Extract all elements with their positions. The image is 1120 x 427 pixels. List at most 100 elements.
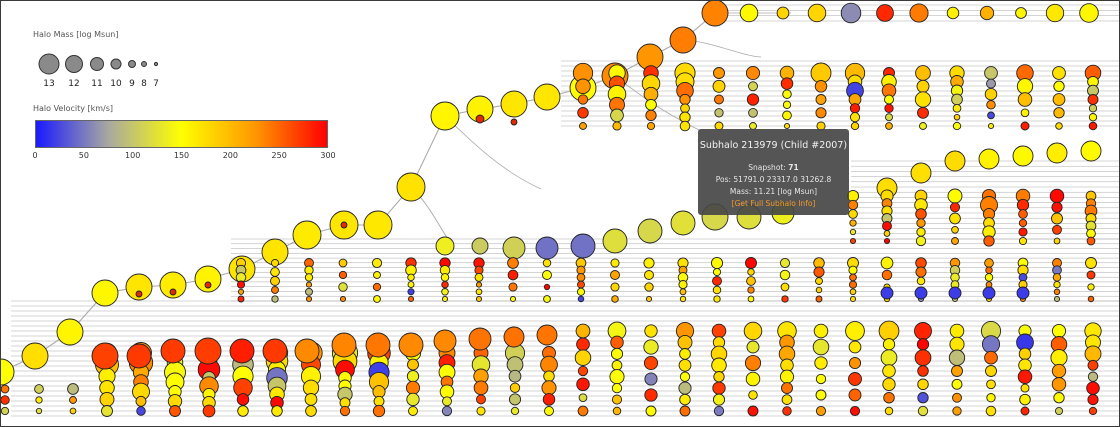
halo-node[interactable] <box>237 288 245 295</box>
halo-node[interactable] <box>69 396 77 404</box>
halo-node[interactable] <box>1088 104 1098 113</box>
halo-node[interactable] <box>1020 108 1030 118</box>
halo-node[interactable] <box>712 381 726 395</box>
halo-node[interactable] <box>677 334 693 350</box>
halo-node[interactable] <box>476 394 486 405</box>
halo-node[interactable] <box>909 3 929 23</box>
halo-node[interactable] <box>669 26 697 54</box>
halo-node[interactable] <box>986 379 996 390</box>
halo-node[interactable] <box>331 332 357 358</box>
halo-node[interactable] <box>611 394 623 405</box>
halo-node[interactable] <box>433 329 457 353</box>
halo-node[interactable] <box>408 406 418 416</box>
halo-node[interactable] <box>474 272 484 282</box>
halo-node[interactable] <box>984 273 994 282</box>
halo-node[interactable] <box>951 378 963 390</box>
halo-node[interactable] <box>1086 236 1096 246</box>
halo-node[interactable] <box>746 93 760 106</box>
halo-node[interactable] <box>643 339 659 355</box>
halo-node[interactable] <box>670 210 696 236</box>
halo-node[interactable] <box>915 65 931 81</box>
halo-node[interactable] <box>711 323 727 339</box>
halo-node[interactable] <box>305 281 313 288</box>
halo-node[interactable] <box>471 237 489 255</box>
halo-node[interactable] <box>951 365 963 377</box>
halo-node[interactable] <box>533 83 561 111</box>
halo-node[interactable] <box>542 258 552 268</box>
halo-node[interactable] <box>952 121 962 131</box>
halo-node[interactable] <box>679 295 687 303</box>
halo-node[interactable] <box>365 332 391 358</box>
halo-node[interactable] <box>135 395 147 407</box>
halo-node[interactable] <box>946 6 960 20</box>
halo-node[interactable] <box>67 383 79 395</box>
halo-node[interactable] <box>847 199 859 211</box>
halo-node[interactable] <box>270 276 280 286</box>
halo-node[interactable] <box>544 406 554 416</box>
halo-node[interactable] <box>576 273 586 282</box>
halo-node[interactable] <box>535 236 559 260</box>
halo-node[interactable] <box>101 405 113 417</box>
halo-node[interactable] <box>194 265 222 293</box>
halo-node[interactable] <box>577 94 589 105</box>
halo-node[interactable] <box>780 282 790 292</box>
halo-node[interactable] <box>849 219 857 227</box>
halo-node[interactable] <box>848 280 858 289</box>
halo-node[interactable] <box>510 118 518 126</box>
halo-node[interactable] <box>849 273 857 282</box>
halo-node[interactable] <box>99 391 115 407</box>
halo-node[interactable] <box>91 279 119 307</box>
halo-node[interactable] <box>1086 270 1096 280</box>
halo-node[interactable] <box>984 350 998 365</box>
halo-node[interactable] <box>914 349 932 367</box>
halo-node[interactable] <box>678 280 688 290</box>
halo-node[interactable] <box>713 295 721 303</box>
halo-node[interactable] <box>339 405 351 417</box>
halo-node[interactable] <box>237 295 245 303</box>
halo-node[interactable] <box>678 358 692 372</box>
halo-node[interactable] <box>441 288 449 296</box>
halo-node[interactable] <box>1086 228 1096 239</box>
halo-node[interactable] <box>814 80 828 93</box>
halo-node[interactable] <box>848 340 862 354</box>
halo-node[interactable] <box>1053 295 1061 303</box>
halo-node[interactable] <box>35 396 43 404</box>
halo-node[interactable] <box>1020 383 1030 393</box>
halo-node[interactable] <box>34 384 44 394</box>
halo-node[interactable] <box>747 268 755 276</box>
halo-node[interactable] <box>952 406 962 416</box>
halo-node[interactable] <box>982 286 996 300</box>
halo-node[interactable] <box>949 323 965 339</box>
halo-node[interactable] <box>883 230 891 237</box>
tree-nodes[interactable] <box>1 1 1102 418</box>
halo-node[interactable] <box>577 405 589 417</box>
halo-node[interactable] <box>575 78 591 95</box>
halo-node[interactable] <box>951 93 963 106</box>
halo-node[interactable] <box>747 295 755 303</box>
halo-node[interactable] <box>644 372 658 386</box>
halo-node[interactable] <box>169 405 181 417</box>
halo-node[interactable] <box>542 270 552 280</box>
halo-node[interactable] <box>849 103 861 114</box>
halo-node[interactable] <box>135 290 143 298</box>
halo-node[interactable] <box>840 2 862 24</box>
halo-node[interactable] <box>1054 406 1064 416</box>
halo-node[interactable] <box>985 365 997 377</box>
halo-node[interactable] <box>848 388 862 402</box>
halo-node[interactable] <box>881 269 893 281</box>
halo-node[interactable] <box>577 295 585 303</box>
halo-node[interactable] <box>782 100 792 109</box>
halo-node[interactable] <box>679 288 687 296</box>
halo-node[interactable] <box>1052 66 1066 80</box>
halo-node[interactable] <box>679 348 691 360</box>
halo-node[interactable] <box>917 378 929 391</box>
halo-node[interactable] <box>948 349 966 366</box>
halo-node[interactable] <box>1018 236 1028 246</box>
halo-node[interactable] <box>679 405 691 417</box>
halo-node[interactable] <box>884 406 894 416</box>
halo-node[interactable] <box>1053 80 1065 92</box>
halo-node[interactable] <box>781 295 789 303</box>
halo-node[interactable] <box>21 342 49 370</box>
halo-node[interactable] <box>1018 209 1028 219</box>
halo-node[interactable] <box>849 288 857 296</box>
